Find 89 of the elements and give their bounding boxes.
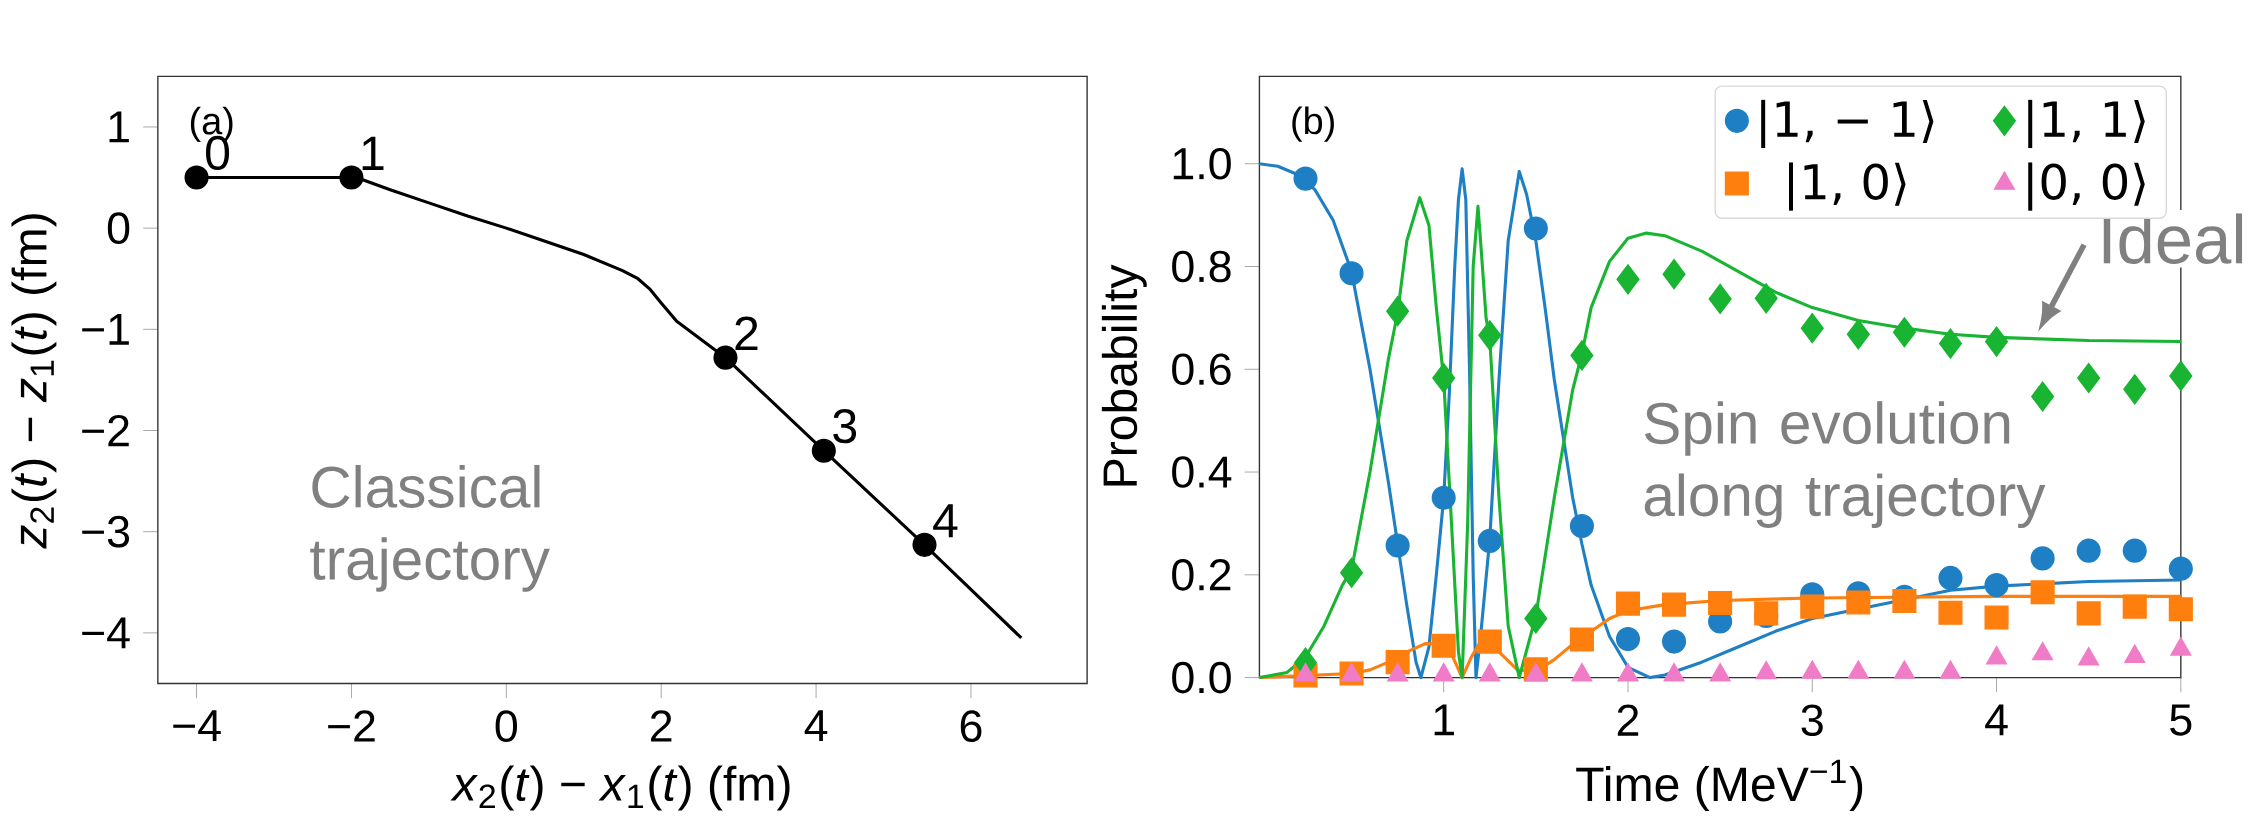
x-tick-label: 4: [804, 710, 828, 741]
point: [1431, 485, 1456, 510]
point: [1754, 283, 1778, 314]
y-tick-label: 0.6: [1172, 353, 1231, 385]
annotation: (b): [1292, 106, 1334, 142]
legend-label: |0, 0⟩: [2028, 162, 2145, 211]
annotation: Classical trajectory: [310, 464, 550, 592]
point: [2168, 597, 2193, 622]
y-tick-label: −3: [82, 515, 130, 548]
point: [1985, 326, 2009, 357]
x-tick-label: 0: [495, 710, 518, 742]
point: [1570, 340, 1594, 371]
y-tick-label: 1.0: [1173, 147, 1231, 180]
point: [2076, 538, 2101, 563]
point: [1616, 264, 1640, 295]
x-tick-label: −2: [328, 710, 375, 742]
point: [2031, 381, 2055, 412]
point: [1478, 320, 1502, 351]
x-tick-label: 1: [1434, 704, 1454, 736]
point: [1524, 603, 1548, 634]
point: [1569, 627, 1594, 652]
legend-label: |1, 1⟩: [2028, 99, 2145, 148]
y-tick-label: −1: [82, 313, 129, 345]
x-tick-label: 6: [960, 710, 982, 742]
point: [1386, 295, 1410, 327]
point: [339, 165, 364, 190]
point: [2169, 360, 2193, 391]
annotation: 3: [833, 408, 857, 444]
point: [1892, 588, 1917, 613]
x-axis-title: Time (MeV$^{−1}$): [1576, 759, 1863, 811]
annotation: 1: [362, 136, 384, 170]
point: [1339, 260, 1364, 286]
annotation: Ideal: [2103, 213, 2243, 264]
point: [1938, 600, 1963, 625]
point: [1340, 557, 1364, 588]
point: [1662, 592, 1687, 617]
point: [1615, 626, 1641, 651]
point: [2122, 538, 2147, 563]
point: [1477, 528, 1502, 553]
point: [2122, 594, 2147, 619]
y-tick-label: 1: [109, 111, 129, 143]
y-tick-label: 0.0: [1172, 661, 1231, 694]
point: [1662, 629, 1687, 654]
point: [1477, 629, 1502, 654]
point: [1984, 605, 2009, 630]
annotation: 4: [933, 503, 958, 538]
x-tick-label: 3: [1801, 704, 1823, 736]
point: [1523, 216, 1548, 241]
text: z$_{2}$(t) − z$_{1}$(t) (fm): [11, 214, 57, 549]
point: [2030, 546, 2055, 571]
text: x$_{2}$(t) − x$_{1}$(t) (fm): [450, 765, 790, 811]
annotation: Spin evolution along trajectory: [1644, 401, 2046, 528]
point: [2076, 601, 2101, 626]
legend-label: |1, 0⟩: [1789, 162, 1906, 211]
point: [1662, 258, 1686, 290]
point: [1800, 594, 1825, 619]
y-tick-label: −2: [82, 414, 129, 446]
point: [1385, 533, 1410, 558]
point: [1800, 312, 1824, 344]
point: [1892, 316, 1916, 348]
point: [1708, 283, 1732, 314]
point: [1431, 633, 1456, 658]
y-tick-label: 0.4: [1172, 456, 1232, 488]
x-tick-label: 2: [1617, 704, 1639, 736]
point: [1846, 319, 1870, 350]
point: [1938, 328, 1962, 359]
y-tick-label: 0.2: [1172, 558, 1231, 591]
point: [2077, 362, 2101, 393]
point: [1708, 590, 1733, 615]
point: [1569, 513, 1594, 538]
y-axis-title: Probability: [1101, 264, 1147, 486]
x-tick-label: 2: [651, 710, 672, 742]
point: [1938, 565, 1963, 590]
point: [2030, 580, 2055, 605]
point: [2123, 373, 2147, 405]
x-tick-label: −4: [173, 710, 221, 741]
y-tick-label: 0.8: [1172, 250, 1231, 283]
point: [2168, 556, 2193, 581]
point: [1984, 572, 2009, 597]
point: [1846, 590, 1871, 615]
point: [1293, 166, 1318, 191]
y-tick-label: −4: [82, 617, 130, 649]
legend-label: |1, − 1⟩: [1761, 99, 1934, 148]
point: [1432, 362, 1456, 393]
y-tick-label: 0: [107, 212, 130, 244]
x-tick-label: 5: [2170, 704, 2192, 736]
annotation: 2: [735, 316, 758, 350]
point: [1615, 591, 1641, 616]
x-tick-label: 4: [1985, 704, 2008, 736]
